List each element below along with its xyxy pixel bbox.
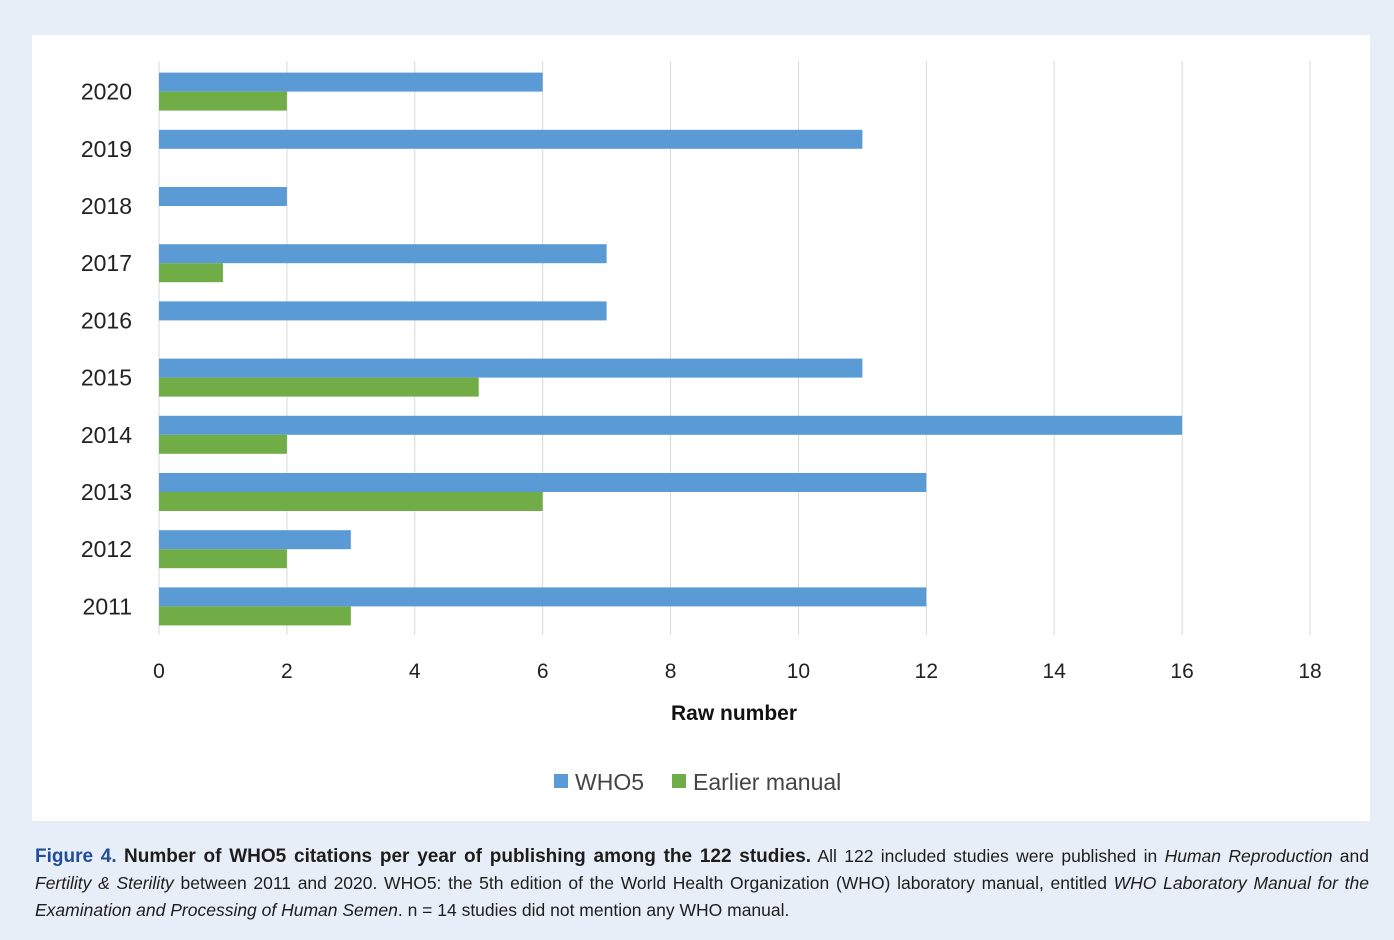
bar-who5-2017 — [159, 244, 607, 264]
legend: WHO5 Earlier manual — [554, 769, 841, 795]
caption-text: All 122 included studies were published … — [817, 846, 1158, 866]
x-tick-label: 0 — [153, 660, 165, 683]
x-tick-label: 4 — [409, 660, 421, 683]
bar-who5-2015 — [159, 358, 863, 378]
x-tick-label: 2 — [281, 660, 293, 683]
bar-who5-2013 — [159, 473, 927, 492]
y-tick-label: 2013 — [81, 479, 132, 505]
bar-who5-2020 — [159, 72, 543, 92]
chart-panel: 2020 2019 2018 2017 2016 2015 2014 2013 2012 2011… — [32, 35, 1370, 821]
bars — [159, 72, 1183, 626]
y-tick-label: 2014 — [81, 422, 132, 448]
x-tick-label: 6 — [537, 660, 549, 683]
bar-who5-2016 — [159, 301, 607, 321]
bar-who5-2012 — [159, 530, 351, 550]
bar-chart: 2020201920182017201620152014201320122011… — [81, 61, 1322, 795]
caption-text: between 2011 and 2020. WHO5: the 5th edi… — [180, 873, 1107, 893]
x-axis-labels: 0 2 4 6 8 10 12 14 16 18 — [153, 660, 1322, 683]
y-tick-label: 2015 — [81, 365, 132, 391]
journal-name: Human Reproduction — [1164, 846, 1333, 866]
x-axis-title: Raw number — [671, 702, 797, 725]
bar-earlier-manual-2020 — [159, 91, 287, 111]
bar-earlier-manual-2011 — [159, 606, 351, 626]
caption-text: . n = 14 studies did not mention any WHO… — [397, 900, 790, 920]
bar-who5-2011 — [159, 587, 927, 607]
legend-label: WHO5 — [575, 769, 644, 795]
y-tick-label: 2018 — [81, 193, 132, 219]
y-tick-label: 2017 — [81, 250, 132, 276]
bar-who5-2018 — [159, 187, 287, 206]
x-tick-label: 8 — [665, 660, 677, 683]
bar-earlier-manual-2012 — [159, 549, 287, 569]
bar-earlier-manual-2017 — [159, 263, 223, 283]
figure-title: Number of WHO5 citations per year of pub… — [124, 846, 812, 867]
x-tick-label: 10 — [787, 660, 810, 683]
x-tick-label: 18 — [1298, 660, 1321, 683]
y-tick-label: 2016 — [81, 307, 132, 333]
y-tick-label: 2019 — [81, 136, 132, 162]
manual-title: WHO Laboratory Manual for the Examinatio… — [35, 873, 1369, 920]
legend-swatch — [672, 774, 686, 788]
gridlines — [158, 61, 1311, 635]
y-axis-labels: 2020 2019 2018 2017 2016 2015 2014 2013 2012 2011 — [81, 79, 132, 620]
x-tick-label: 12 — [915, 660, 938, 683]
y-tick-label: 2020 — [81, 79, 132, 105]
legend-label: Earlier manual — [693, 769, 841, 795]
bar-earlier-manual-2014 — [159, 434, 287, 454]
x-tick-label: 16 — [1170, 660, 1193, 683]
bar-earlier-manual-2013 — [159, 492, 543, 511]
caption-text: and — [1339, 846, 1369, 866]
bar-who5-2019 — [159, 129, 863, 149]
figure-label: Figure 4. — [35, 846, 117, 867]
x-tick-label: 14 — [1043, 660, 1067, 683]
y-tick-label: 2012 — [81, 536, 132, 562]
bar-earlier-manual-2015 — [159, 377, 479, 397]
legend-swatch — [554, 774, 568, 788]
journal-name: Fertility & Sterility — [35, 873, 174, 893]
bar-who5-2014 — [159, 415, 1183, 435]
figure-caption: Figure 4. Number of WHO5 citations per y… — [35, 843, 1369, 924]
y-tick-label: 2011 — [83, 593, 132, 619]
